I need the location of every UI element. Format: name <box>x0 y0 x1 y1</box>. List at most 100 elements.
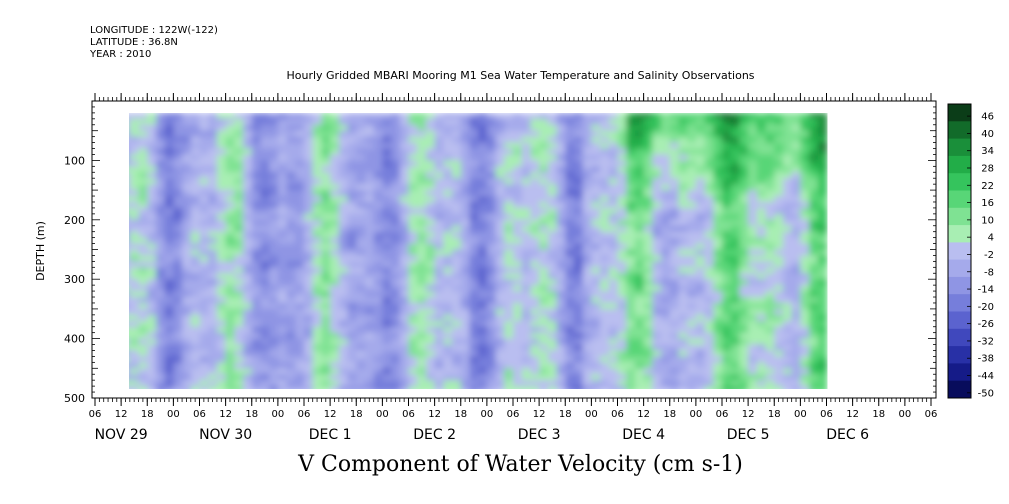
heat-cell <box>417 386 427 389</box>
heat-cell <box>539 350 549 358</box>
heat-cell <box>626 332 636 340</box>
heat-cell <box>565 118 575 126</box>
heat-cell <box>730 255 741 263</box>
heat-cell <box>330 190 340 197</box>
heat-cell <box>173 350 184 358</box>
heat-cell <box>695 225 706 233</box>
heat-cell <box>791 332 802 340</box>
heat-cell <box>765 243 776 251</box>
heat-cell <box>756 213 767 221</box>
heat-cell <box>634 273 645 281</box>
heat-cell <box>809 308 819 316</box>
heat-cell <box>504 148 514 156</box>
heat-cell <box>312 386 323 389</box>
heat-cell <box>399 113 410 120</box>
heat-cell <box>269 320 279 328</box>
heat-cell <box>521 166 532 174</box>
heat-cell <box>295 154 305 162</box>
heat-cell <box>748 380 758 388</box>
heat-cell <box>286 166 297 174</box>
heat-cell <box>513 314 523 322</box>
heat-cell <box>417 196 427 203</box>
heat-cell <box>216 279 227 287</box>
heat-cell <box>756 273 767 281</box>
heat-cell <box>434 368 445 376</box>
heat-cell <box>547 148 558 156</box>
heat-cell <box>722 332 732 340</box>
heat-cell <box>199 326 210 334</box>
heat-cell <box>277 386 288 389</box>
heat-cell <box>591 124 602 132</box>
colorbar-swatch <box>948 276 971 295</box>
heat-cell <box>756 124 767 132</box>
heat-cell <box>251 308 262 316</box>
heat-cell <box>434 207 445 215</box>
heat-cell <box>678 320 689 328</box>
heat-cell <box>730 154 741 162</box>
heat-cell <box>643 172 654 180</box>
heat-cell <box>251 130 262 138</box>
heat-cell <box>260 303 271 310</box>
heat-cell <box>809 190 819 197</box>
heat-cell <box>817 291 828 298</box>
heat-cell <box>286 113 297 120</box>
heat-cell <box>574 267 584 275</box>
heat-cell <box>695 374 706 382</box>
heat-cell <box>695 285 706 292</box>
heat-cell <box>373 160 384 168</box>
heat-cell <box>478 237 488 245</box>
heat-cell <box>634 380 645 388</box>
heat-cell <box>669 267 680 275</box>
heat-cell <box>704 362 715 370</box>
heat-cell <box>234 326 244 334</box>
heat-cell <box>208 380 218 388</box>
heat-cell <box>182 326 192 334</box>
heat-cell <box>565 285 575 292</box>
heat-cell <box>486 308 497 316</box>
heat-cell <box>687 350 697 358</box>
heat-cell <box>129 219 140 227</box>
heat-cell <box>783 113 793 120</box>
heat-cell <box>634 219 645 227</box>
heat-cell <box>138 190 149 197</box>
heat-cell <box>417 249 427 257</box>
heat-cell <box>425 172 436 180</box>
heat-cell <box>243 273 253 281</box>
heat-cell <box>634 225 645 233</box>
heat-cell <box>495 308 506 316</box>
heat-cell <box>713 380 723 388</box>
heat-cell <box>434 344 445 352</box>
heat-cell <box>382 124 393 132</box>
heat-cell <box>652 291 662 298</box>
heat-cell <box>347 338 358 346</box>
x-hour-tick-label: 06 <box>611 409 624 420</box>
heat-cell <box>304 350 314 358</box>
heat-cell <box>817 225 828 233</box>
heat-cell <box>182 124 192 132</box>
heat-cell <box>626 356 636 364</box>
heat-cell <box>521 320 532 328</box>
heat-cell <box>513 273 523 281</box>
heat-cell <box>356 142 366 150</box>
heat-cell <box>338 166 349 174</box>
heat-cell <box>565 172 575 180</box>
heat-cell <box>704 148 715 156</box>
heat-cell <box>251 261 262 269</box>
heat-cell <box>652 326 662 334</box>
heat-cell <box>617 154 628 162</box>
heat-cell <box>199 279 210 287</box>
heat-cell <box>208 362 218 370</box>
x-hour-tick-label: 18 <box>350 409 363 420</box>
heat-cell <box>504 113 514 120</box>
heat-cell <box>312 196 323 203</box>
heat-cell <box>513 160 523 168</box>
heat-cell <box>695 297 706 304</box>
heat-cell <box>434 219 445 227</box>
heat-cell <box>260 124 271 132</box>
heat-cell <box>817 285 828 292</box>
heat-cell <box>434 386 445 389</box>
heat-cell <box>695 362 706 370</box>
heat-cell <box>617 249 628 257</box>
heat-cell <box>182 291 192 298</box>
heat-cell <box>260 326 271 334</box>
